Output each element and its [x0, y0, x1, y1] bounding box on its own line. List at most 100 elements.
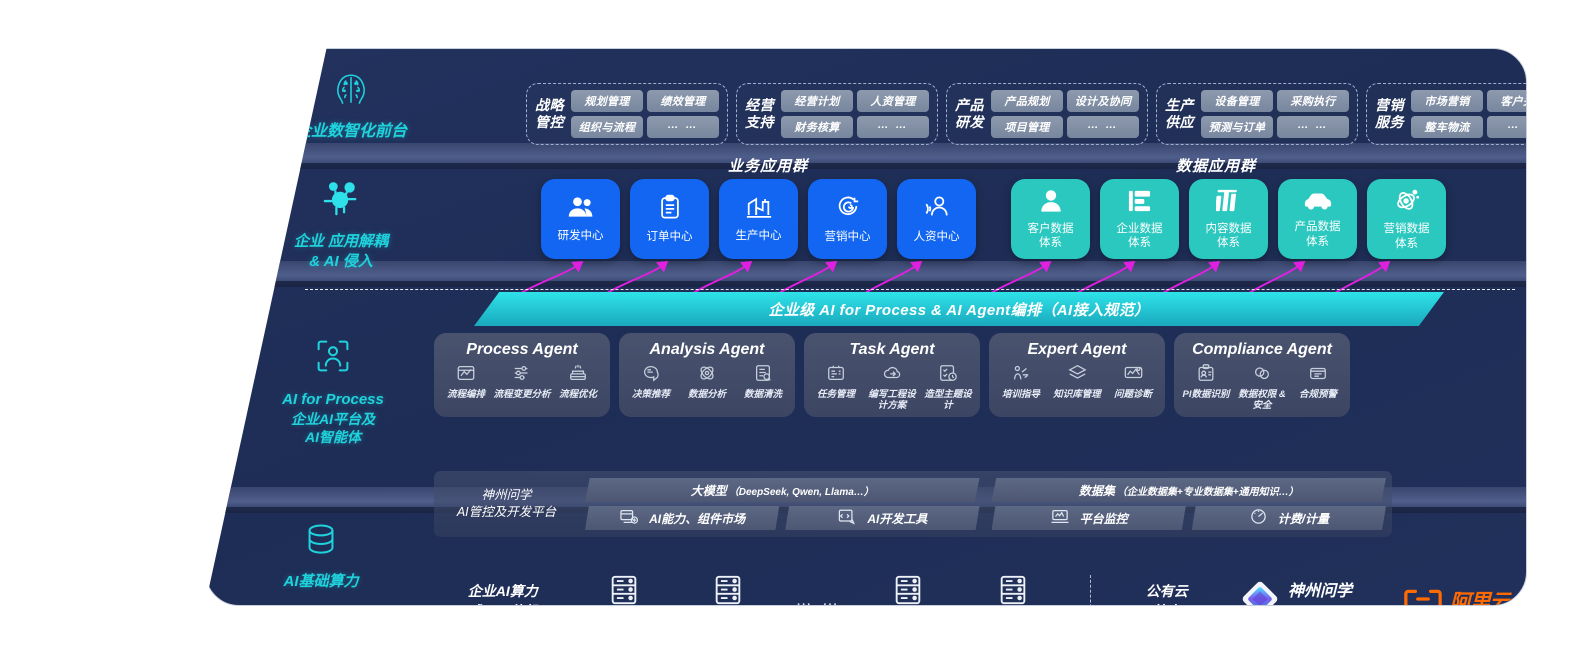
car-icon	[1303, 189, 1333, 215]
gauge-icon	[1249, 508, 1268, 528]
chip[interactable]: … …	[857, 116, 929, 138]
agent-function-label: 数据清洗	[743, 389, 782, 400]
domain-operations-name-2: 支持	[745, 114, 774, 130]
platform-dataset-bar[interactable]: 数据集 （企业数据集+专业数据集+通用知识…）	[991, 478, 1386, 502]
agent-function[interactable]: 任务管理	[808, 363, 863, 412]
devtool-icon	[837, 508, 857, 528]
platform-dataset-bar-title: 数据集	[1078, 483, 1115, 498]
brain-head-icon	[258, 67, 444, 116]
domain-marketing-service[interactable]: 营销 服务 市场营销 客户关系 整车物流 … …	[1366, 83, 1526, 145]
infra-node-datacenter-2[interactable]: 数据中心	[676, 573, 781, 605]
ai-orchestration-banner-text: 企业级 AI for Process & AI Agent编排（AI接入规范）	[768, 301, 1150, 319]
chip[interactable]: … …	[1277, 116, 1349, 138]
platform-item-ai-devtools[interactable]: AI开发工具	[785, 506, 980, 530]
agent-expert[interactable]: Expert Agent 培训指导	[989, 333, 1165, 417]
card-enterprise-data[interactable]: 企业数据 体系	[1100, 179, 1179, 259]
platform-models-col: 大模型 （DeepSeek, Qwen, Llama…）	[579, 471, 986, 537]
domain-strategy[interactable]: 战略 管控 规划管理 绩效管理 组织与流程 … …	[526, 83, 728, 145]
person-wave-icon	[923, 194, 950, 224]
infra-node-ai-appliance-1[interactable]: AI一体机	[856, 573, 961, 605]
chip[interactable]: … …	[1487, 116, 1526, 138]
chip[interactable]: 组织与流程	[571, 116, 643, 138]
chip[interactable]: 设计及协同	[1067, 90, 1139, 112]
agent-function[interactable]: 数据权限 & 安全	[1234, 363, 1289, 412]
agent-function[interactable]: PI数据识别	[1178, 363, 1233, 412]
agent-compliance[interactable]: Compliance Agent PI数据识	[1174, 333, 1350, 417]
domain-product-rd-name-1: 产品	[955, 97, 984, 114]
chip[interactable]: 财务核算	[781, 116, 853, 138]
business-app-group-title: 业务应用群	[728, 158, 809, 175]
chip[interactable]: 绩效管理	[647, 90, 719, 112]
domain-operations-name-1: 经营	[745, 97, 774, 114]
rail-label-ai-for-process-2: 企业AI平台及	[291, 410, 375, 427]
domain-operations[interactable]: 经营 支持 经营计划 人资管理 财务核算 … …	[736, 83, 938, 145]
chip[interactable]: 整车物流	[1411, 116, 1483, 138]
sliders-icon	[512, 363, 532, 388]
chip[interactable]: 产品规划	[991, 90, 1063, 112]
chip[interactable]: 客户关系	[1487, 90, 1526, 112]
agent-function[interactable]: 流程编排	[438, 363, 493, 401]
card-order-center[interactable]: 订单中心	[630, 179, 709, 259]
chip[interactable]: 规划管理	[571, 90, 643, 112]
chip[interactable]: 设备管理	[1201, 90, 1273, 112]
agent-function[interactable]: 决策推荐	[623, 363, 678, 401]
domain-production-supply-name-1: 生产	[1165, 97, 1194, 114]
domain-product-rd[interactable]: 产品 研发 产品规划 设计及协同 项目管理 … …	[946, 83, 1148, 145]
aliyun-bracket-icon	[1403, 588, 1443, 605]
platform-item-billing[interactable]: 计费/计量	[1191, 506, 1386, 530]
platform-model-bar[interactable]: 大模型 （DeepSeek, Qwen, Llama…）	[585, 478, 980, 502]
infra-node-ai-appliance-2[interactable]: AI一体机	[961, 573, 1066, 605]
chip[interactable]: … …	[647, 116, 719, 138]
infra-public-cloud: 公有云 算力	[1115, 581, 1218, 605]
card-content-data[interactable]: 内容数据 体系	[1189, 179, 1268, 259]
platform-model-bar-title: 大模型	[690, 483, 727, 498]
agent-function[interactable]: 流程优化	[550, 363, 605, 401]
agent-function[interactable]: 流程变更分析	[494, 363, 551, 401]
chip[interactable]: 预测与订单	[1201, 116, 1273, 138]
diagram-frame: 企业数智化前台 战略 管控 规划管理 绩效管理 组织与流程 … …	[205, 48, 1527, 606]
chip[interactable]: 市场营销	[1411, 90, 1483, 112]
shenzhou-wenxue-logo-icon	[1240, 579, 1280, 605]
person-scan-icon	[240, 333, 426, 384]
rail-app-decoupling: 企业 应用解耦 & AI 侵入	[248, 175, 434, 271]
card-product-data[interactable]: 产品数据 体系	[1278, 179, 1357, 259]
agent-task[interactable]: Task Agent 任务管理	[804, 333, 980, 417]
agent-process[interactable]: Process Agent 流程编排	[434, 333, 610, 417]
agent-function[interactable]: 造型主题设计	[920, 363, 975, 412]
card-hr-center[interactable]: 人资中心	[897, 179, 976, 259]
domain-product-rd-name-2: 研发	[955, 114, 984, 130]
agent-function-label: 合规预警	[1298, 389, 1337, 400]
clipboard-icon	[658, 194, 682, 224]
card-customer-data[interactable]: 客户数据 体系	[1011, 179, 1090, 259]
agent-function[interactable]: 问题诊断	[1105, 363, 1160, 401]
agent-function[interactable]: 编写工程设计方案	[864, 363, 919, 412]
infra-node-datacenter-1[interactable]: 数据中心	[571, 573, 676, 605]
agent-function[interactable]: 数据清洗	[735, 363, 790, 401]
domain-production-supply[interactable]: 生产 供应 设备管理 采购执行 预测与订单 … …	[1156, 83, 1358, 145]
agent-function-label: 流程编排	[446, 389, 485, 400]
agent-function[interactable]: 数据分析	[679, 363, 734, 401]
vendor-shenzhou-wenxue[interactable]: 神州问学 Smart Vision	[1218, 579, 1375, 605]
infra-label-2: 算力	[1153, 601, 1181, 605]
agent-function[interactable]: 知识库管理	[1049, 363, 1104, 401]
agent-analysis[interactable]: Analysis Agent 决策推荐	[619, 333, 795, 417]
chip[interactable]: 人资管理	[857, 90, 929, 112]
card-marketing-center[interactable]: 营销中心	[808, 179, 887, 259]
chip[interactable]: … …	[1067, 116, 1139, 138]
agent-title: Process Agent	[466, 341, 578, 358]
agent-function[interactable]: 合规预警	[1290, 363, 1345, 412]
agent-function[interactable]: 培训指导	[993, 363, 1048, 401]
chip[interactable]: 项目管理	[991, 116, 1063, 138]
card-marketing-data[interactable]: 营销数据 体系	[1367, 179, 1446, 259]
chip[interactable]: 经营计划	[781, 90, 853, 112]
platform-data-col: 数据集 （企业数据集+专业数据集+通用知识…）	[986, 471, 1393, 537]
vendor-aliyun[interactable]: 阿里云	[1375, 586, 1526, 605]
card-production-center[interactable]: 生产中心	[719, 179, 798, 259]
platform-item-monitoring[interactable]: 平台监控	[991, 506, 1186, 530]
platform-item-ai-marketplace[interactable]: AI能力、组件市场	[585, 506, 780, 530]
card-rd-center[interactable]: 研发中心	[541, 179, 620, 259]
chip[interactable]: 采购执行	[1277, 90, 1349, 112]
agent-cards: Process Agent 流程编排	[434, 333, 1350, 417]
training-icon	[1011, 363, 1031, 388]
